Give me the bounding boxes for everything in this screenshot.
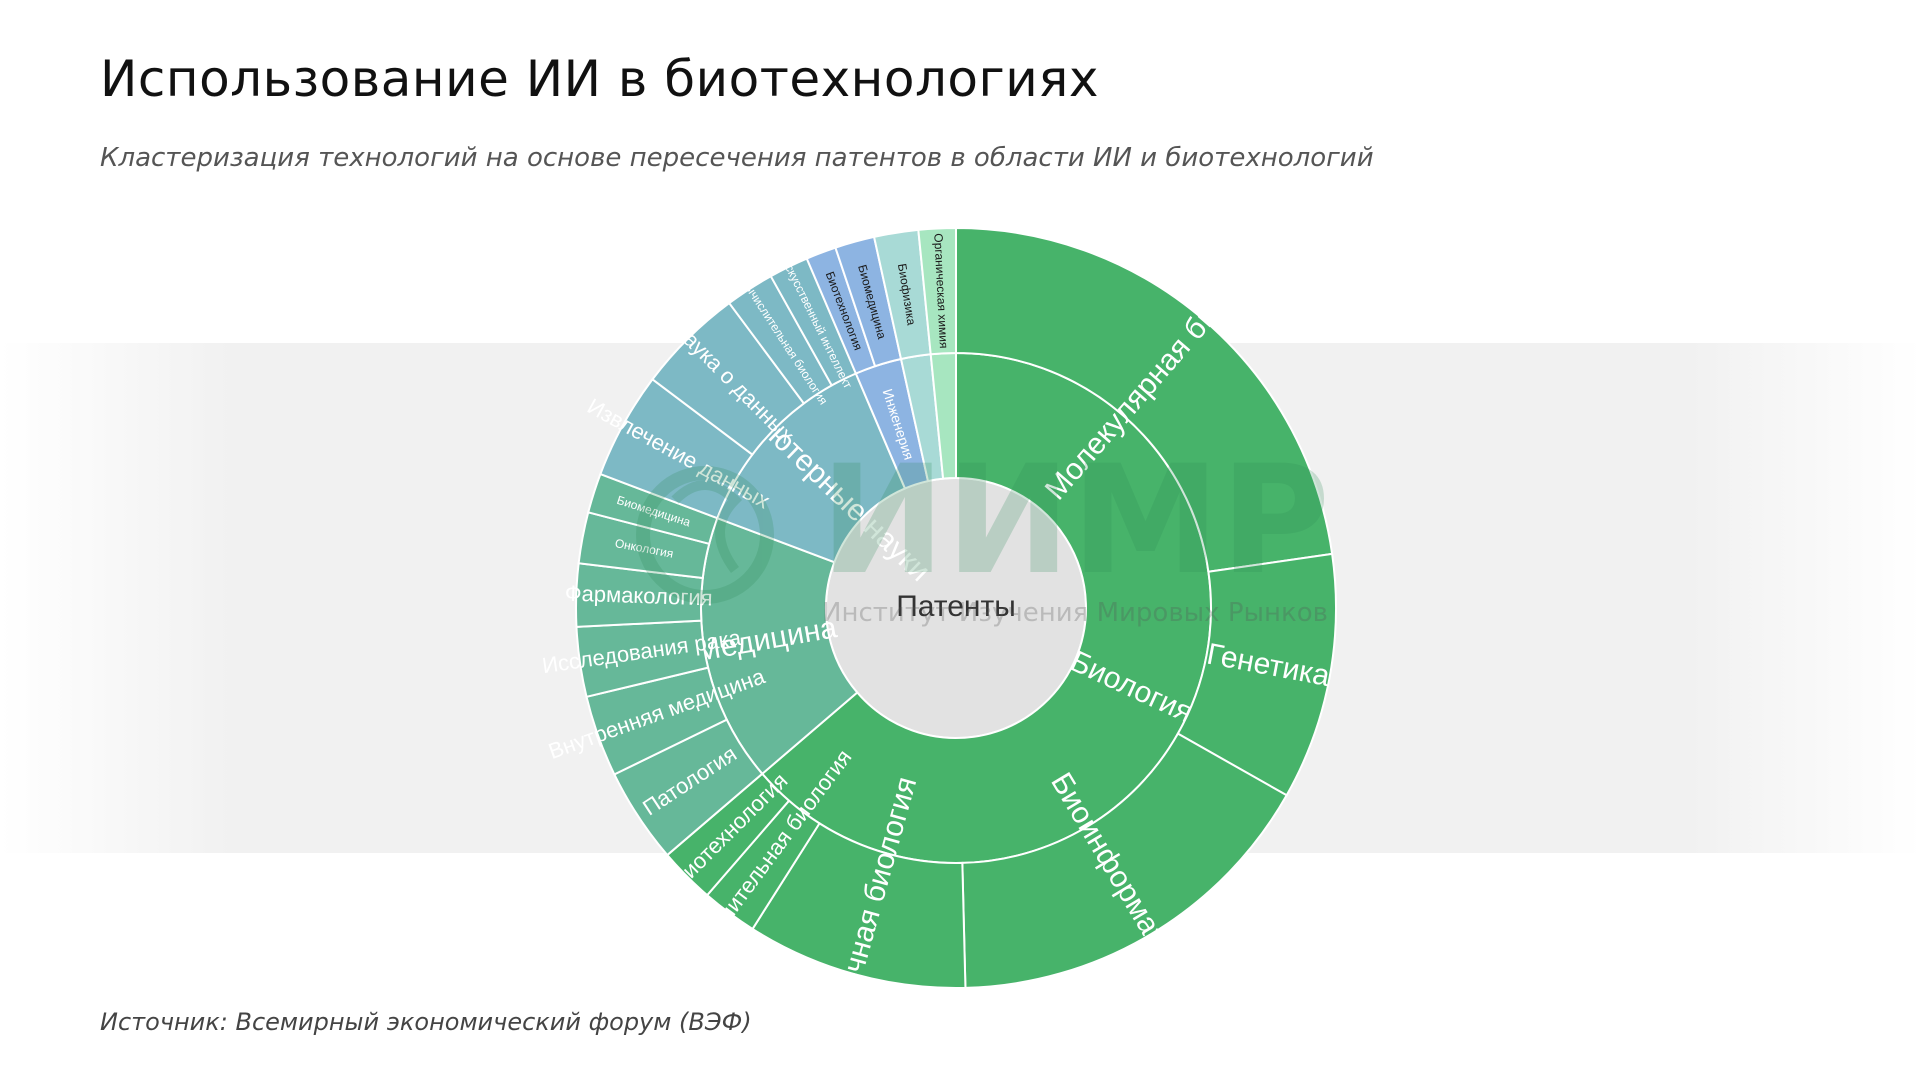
outer-segment-биоинформатика[interactable] bbox=[961, 732, 1289, 989]
outer-label-органическая-химия: Органическая химия bbox=[931, 233, 951, 349]
source-note: Источник: Всемирный экономический форум … bbox=[100, 1008, 752, 1036]
center-label: Патенты bbox=[896, 590, 1016, 623]
page-title: Использование ИИ в биотехнологиях bbox=[100, 50, 1099, 108]
page-subtitle: Кластеризация технологий на основе перес… bbox=[100, 143, 1374, 173]
outer-segment-органическая-химия[interactable] bbox=[917, 226, 957, 356]
outer-segment-молекулярная-биология[interactable] bbox=[955, 226, 1334, 573]
outer-label-фармакология: Фармакология bbox=[564, 580, 713, 610]
